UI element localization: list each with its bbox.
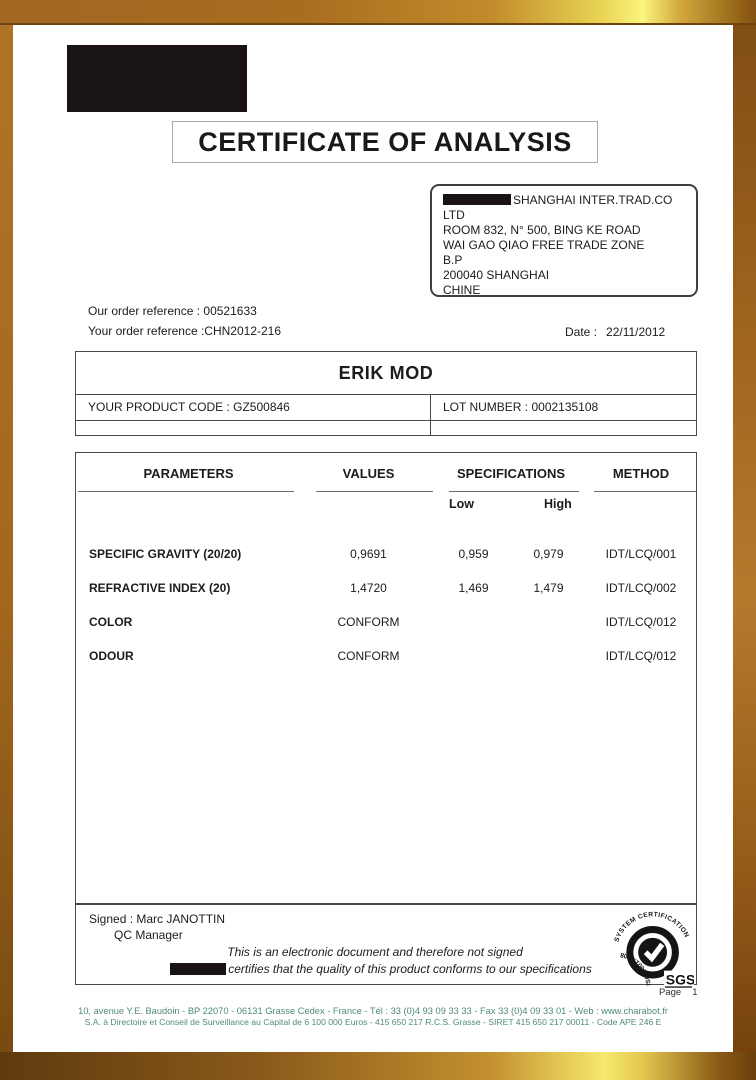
sgs-ring [626,926,679,979]
product-code-value: GZ500846 [233,400,290,414]
our-order-reference-label: Our order reference : [88,304,201,318]
conformity-note-text: certifies that the quality of this produ… [228,962,592,976]
company-name-redacted [170,963,227,975]
row-low: 0,959 [458,547,489,561]
analysis-table-header: PARAMETERS VALUES SPECIFICATIONS METHOD [76,466,696,481]
row-value: CONFORM [337,615,400,629]
signature-box: Signed : Marc JANOTTIN QC Manager This i… [75,904,697,989]
gold-border-top [0,0,756,25]
electronic-document-note: This is an electronic document and there… [227,945,523,959]
row-parameter: SPECIFIC GRAVITY (20/20) [89,547,242,561]
signer-role: QC Manager [114,928,183,942]
recipient-address-line: WAI GAO QIAO FREE TRADE ZONE [443,238,645,252]
recipient-address-line: 200040 SHANGHAI [443,268,550,282]
product-name: ERIK MOD [76,352,696,395]
table-row: REFRACTIVE INDEX (20) 1,4720 1,469 1,479… [76,571,696,605]
row-high: 1,479 [533,581,564,595]
product-box: ERIK MOD YOUR PRODUCT CODE : GZ500846 LO… [75,351,697,436]
your-order-reference-label: Your order reference : [88,324,205,338]
sgs-disc [638,937,668,967]
header-underline [594,491,696,492]
row-value: CONFORM [337,649,400,663]
row-parameter: ODOUR [89,649,134,663]
sgs-label: SGS [666,972,694,988]
header-high: High [544,497,572,511]
row-method: IDT/LCQ/002 [605,581,677,595]
product-code-label: YOUR PRODUCT CODE : [88,400,230,414]
date-value: 22/11/2012 [606,325,666,339]
our-order-reference: Our order reference : 00521633 [88,304,257,318]
your-order-reference: Your order reference :CHN2012-216 [88,324,281,338]
table-row: SPECIFIC GRAVITY (20/20) 0,9691 0,959 0,… [76,537,696,571]
date-line: Date : 22/11/2012 [565,325,665,339]
page-title-text: CERTIFICATE OF ANALYSIS [198,126,572,157]
header-underline [449,491,579,492]
product-code-row: YOUR PRODUCT CODE : GZ500846 LOT NUMBER … [76,395,696,420]
header-low: Low [449,497,474,511]
recipient-company: SHANGHAI INTER.TRAD.CO LTD [443,193,673,222]
analysis-table: PARAMETERS VALUES SPECIFICATIONS METHOD … [75,452,697,904]
conformity-note: certifies that the quality of this produ… [76,962,686,976]
sgs-certification-logo: SYSTEM CERTIFICATION ISO 9001:2008 SGS [613,911,694,989]
recipient-address-line: ROOM 832, N° 500, BING KE ROAD [443,223,641,237]
company-name-redacted [443,194,511,205]
lot-number-label: LOT NUMBER : [443,400,529,414]
row-method: IDT/LCQ/001 [605,547,677,561]
lot-number-value: 0002135108 [531,400,599,414]
our-order-reference-value: 00521633 [203,304,257,318]
your-order-reference-value: CHN2012-216 [204,324,282,338]
signed-by: Signed : Marc JANOTTIN [89,912,226,926]
gold-border-right [733,0,756,1080]
row-method: IDT/LCQ/012 [605,649,677,663]
recipient-address-line: B.P [443,253,463,267]
page-title: CERTIFICATE OF ANALYSIS [172,121,598,163]
row-parameter: REFRACTIVE INDEX (20) [89,581,231,595]
recipient-address-line: CHINE [443,283,481,297]
header-method: METHOD [612,466,670,481]
row-method: IDT/LCQ/012 [605,615,677,629]
product-empty-row [76,420,696,435]
company-logo-redacted [67,45,247,112]
page-number-label: Page [659,987,682,998]
product-code-cell: YOUR PRODUCT CODE : GZ500846 [76,395,431,420]
recipient-company-line: SHANGHAI INTER.TRAD.CO LTD [443,193,685,223]
row-value: 1,4720 [350,581,387,595]
lot-number-cell: LOT NUMBER : 0002135108 [431,395,696,420]
footer: 10, avenue Y.E. Baudoin - BP 22070 - 061… [13,1005,733,1028]
page-number-value: 1 [692,987,698,998]
page-number: Page 1 [659,987,697,998]
footer-legal-line: S.A. à Directoire et Conseil de Surveill… [84,1017,662,1027]
gold-border-bottom [0,1052,756,1080]
header-underline [78,491,294,492]
row-high: 0,979 [533,547,564,561]
row-parameter: COLOR [89,615,133,629]
header-specifications: SPECIFICATIONS [456,466,566,481]
row-low: 1,469 [458,581,489,595]
header-parameters: PARAMETERS [143,466,234,481]
footer-address-line: 10, avenue Y.E. Baudoin - BP 22070 - 061… [78,1006,668,1016]
checkmark-icon [643,942,665,963]
table-row: ODOUR CONFORM IDT/LCQ/012 [76,639,696,673]
date-label: Date : [565,325,598,339]
recipient-address-box: SHANGHAI INTER.TRAD.CO LTD ROOM 832, N° … [430,184,698,297]
table-row: COLOR CONFORM IDT/LCQ/012 [76,605,696,639]
header-values: VALUES [342,466,395,481]
gold-border-left [0,0,13,1080]
analysis-table-body: SPECIFIC GRAVITY (20/20) 0,9691 0,959 0,… [76,537,696,673]
row-value: 0,9691 [350,547,387,561]
header-underline [316,491,433,492]
